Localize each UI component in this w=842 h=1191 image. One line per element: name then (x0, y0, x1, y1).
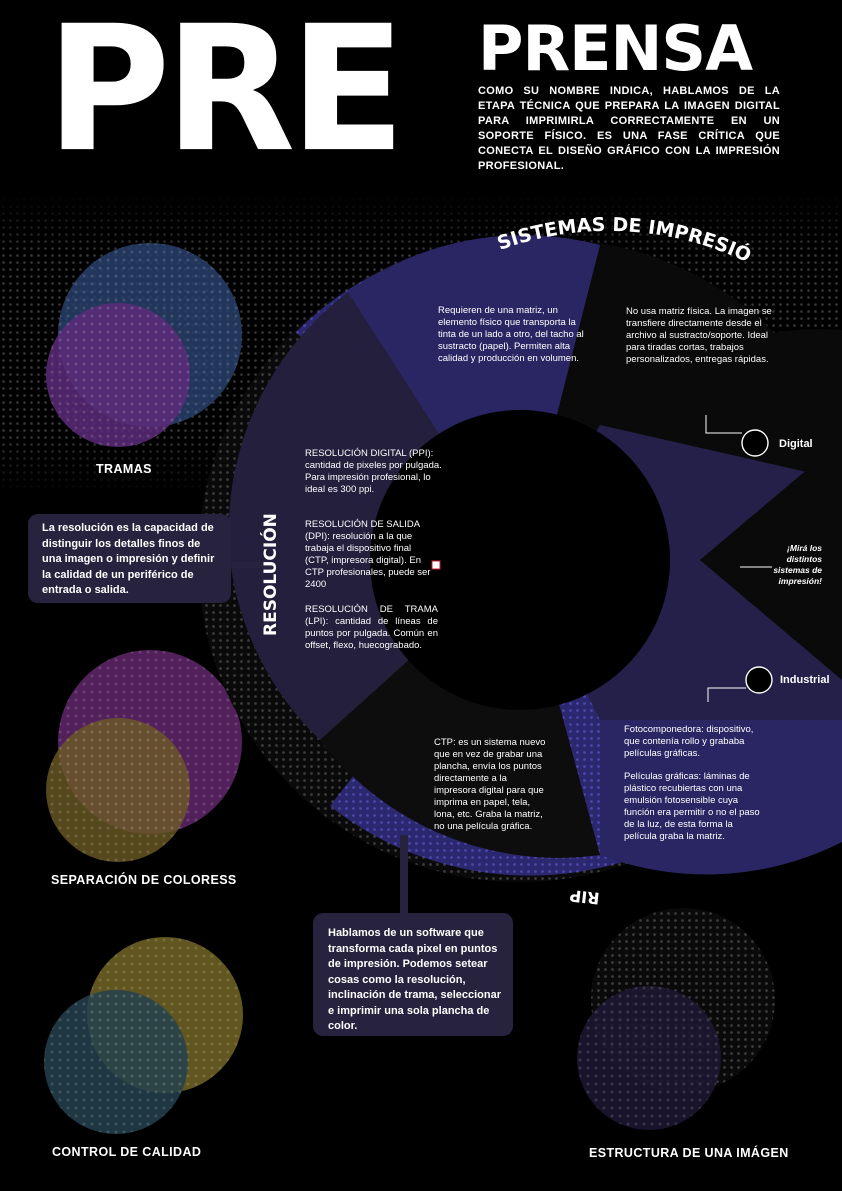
digital-label: Digital (779, 438, 813, 450)
ring-label-resolucion: RESOLUCIÓN (259, 513, 281, 636)
peliculas-text: Películas gráficas: láminas de plástico … (624, 771, 760, 842)
tramas-circles (46, 243, 242, 447)
title-pre: PRE (46, 0, 406, 191)
title-prensa: PRENSA (478, 12, 753, 85)
resolution-ppi-text: RESOLUCIÓN DIGITAL (PPI): cantidad de pi… (305, 448, 442, 495)
segment-analog-text: Requieren de una matriz, un elemento fís… (438, 305, 584, 364)
systems-note: ¡Mirá los distintos sistemas de impresió… (773, 543, 822, 586)
ctp-text: CTP: es un sistema nuevo que en vez de g… (434, 737, 546, 832)
fotocomponedora-text: Fotocomponedora: dispositivo, que conten… (624, 724, 754, 759)
rip-callout: Hablamos de un software que transforma c… (313, 913, 513, 1036)
resolution-lpi-text: RESOLUCIÓN DE TRAMA (LPI): cantidad de l… (305, 604, 438, 651)
estructura-label: ESTRUCTURA DE UNA IMÁGEN (589, 1146, 789, 1160)
tramas-label: TRAMAS (96, 462, 152, 476)
segment-digital-text: No usa matriz física. La imagen se trans… (626, 306, 772, 365)
resolucion-callout: La resolución es la capacidad de disting… (28, 514, 231, 603)
prepress-wheel (198, 235, 842, 882)
control-circles (44, 937, 243, 1134)
estructura-circles (577, 908, 775, 1130)
industrial-label: Industrial (780, 674, 830, 686)
control-label: CONTROL DE CALIDAD (52, 1145, 202, 1159)
intro-paragraph: COMO SU NOMBRE INDICA, HABLAMOS DE LA ET… (478, 85, 780, 172)
ring-label-rip: RIP (568, 886, 600, 908)
separacion-circles (46, 650, 242, 862)
resolution-dpi-text: RESOLUCIÓN DE SALIDA (DPI): resolución a… (305, 519, 431, 590)
separacion-label: SEPARACIÓN DE COLORESS (51, 873, 237, 887)
